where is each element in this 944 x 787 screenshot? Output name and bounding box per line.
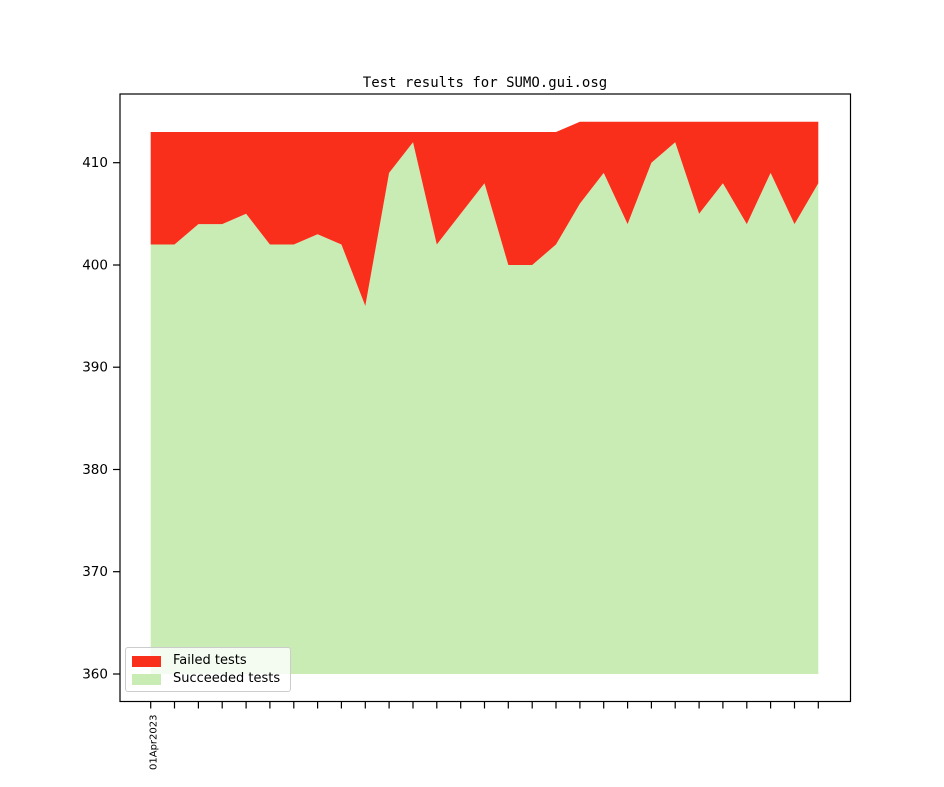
y-tick-label: 400	[82, 258, 108, 274]
legend-label-succeeded: Succeeded tests	[173, 671, 281, 686]
failed-tests-swatch-icon	[132, 655, 161, 667]
y-axis-labels: 360 370 380 390 400 410	[82, 155, 108, 682]
y-tick-label: 410	[82, 155, 108, 171]
succeeded-tests-swatch-icon	[132, 673, 161, 685]
y-axis-ticks	[113, 162, 120, 675]
x-tick-label-first: 01Apr2023	[149, 715, 160, 770]
y-tick-label: 390	[82, 360, 108, 376]
legend-item-failed: Failed tests	[132, 653, 282, 669]
y-tick-label: 360	[82, 667, 108, 683]
legend-label-failed: Failed tests	[173, 653, 247, 668]
succeeded-tests-area	[150, 142, 819, 674]
x-axis-ticks	[150, 701, 819, 709]
failed-tests-area	[150, 121, 819, 306]
y-tick-label: 380	[82, 462, 108, 478]
stacked-areas	[150, 121, 819, 674]
plot-border	[119, 93, 852, 703]
y-tick-label: 370	[82, 564, 108, 580]
legend-item-succeeded: Succeeded tests	[132, 671, 282, 687]
chart-title: Test results for SUMO.gui.osg	[363, 75, 607, 91]
legend: Failed tests Succeeded tests	[125, 647, 291, 692]
